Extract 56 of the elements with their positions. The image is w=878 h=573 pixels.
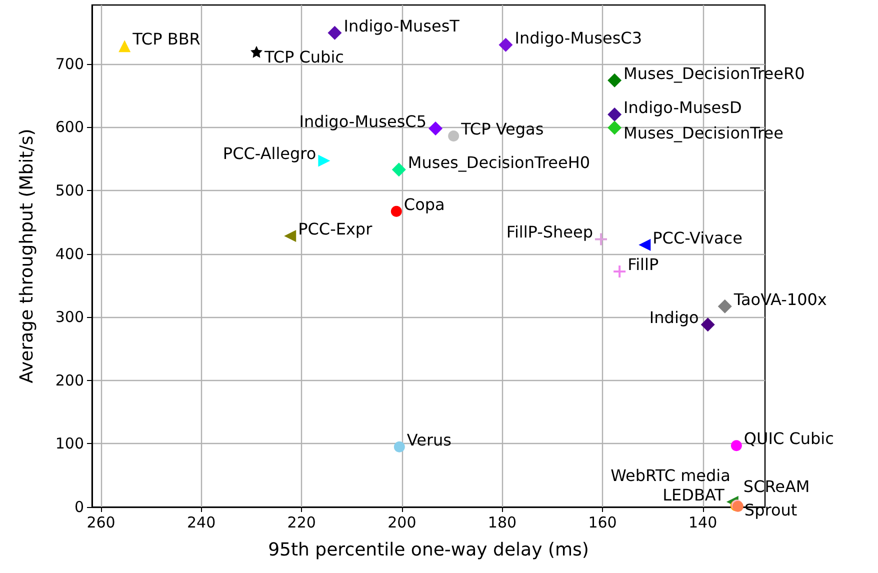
x-tick-label: 220 [287, 514, 316, 532]
point [700, 318, 715, 332]
y-tick-label: 600 [55, 118, 84, 136]
point [638, 238, 651, 251]
series-label: FillP-Sheep [506, 222, 594, 242]
series-label: Indigo-MusesC5 [299, 112, 427, 131]
x-tick-label: 200 [388, 514, 416, 532]
series-label: Indigo [649, 308, 699, 328]
point [498, 38, 513, 52]
point [448, 130, 460, 142]
series-label: Verus [406, 430, 452, 450]
y-tick-label: 400 [55, 244, 84, 263]
y-axis-title: Average throughput (Mbit/s) [16, 128, 38, 384]
series-label: Copa [404, 194, 445, 214]
y-tick-label: 700 [55, 54, 84, 73]
point [608, 120, 622, 135]
series-label: TCP Cubic [263, 47, 344, 66]
point [428, 121, 443, 136]
series-label: TCP Vegas [460, 120, 544, 139]
x-tick-label: 160 [588, 514, 617, 532]
y-tick-label: 200 [55, 371, 84, 390]
point [390, 206, 402, 217]
point [250, 46, 262, 58]
series-label: WebRTC media [610, 466, 730, 485]
x-tick-label: 180 [488, 514, 517, 532]
point [392, 162, 406, 177]
y-tick-label: 300 [55, 308, 84, 326]
x-axis-title: 95th percentile one-way delay (ms) [268, 540, 589, 560]
y-tick-label: 100 [55, 434, 84, 453]
series-label: FillP [628, 255, 659, 274]
series-label: PCC-Expr [298, 220, 373, 239]
point [730, 440, 742, 452]
point [718, 299, 732, 314]
point [318, 154, 330, 167]
point [394, 441, 405, 452]
point [284, 230, 296, 242]
x-tick-label: 240 [187, 514, 216, 532]
series-label: Sprout [744, 500, 798, 520]
series-label: TCP BBR [132, 30, 200, 49]
point [614, 266, 626, 278]
y-tick-label: 0 [74, 498, 84, 516]
x-tick-label: 140 [688, 514, 718, 532]
series-label: Indigo-MusesT [344, 16, 460, 36]
y-tick-label: 500 [55, 181, 84, 200]
point [118, 40, 131, 52]
point [595, 233, 608, 246]
series-label: Indigo-MusesD [624, 98, 742, 118]
series-label: PCC-Vivace [652, 228, 742, 248]
series-label: Muses_DecisionTreeH0 [408, 153, 590, 172]
point [608, 108, 622, 122]
series-label: PCC-Allegro [222, 144, 316, 164]
point [328, 26, 342, 40]
series-label: Indigo-MusesC3 [514, 28, 642, 48]
point [608, 73, 622, 88]
series-label: LEDBAT [662, 485, 725, 504]
x-tick-label: 260 [86, 514, 116, 532]
